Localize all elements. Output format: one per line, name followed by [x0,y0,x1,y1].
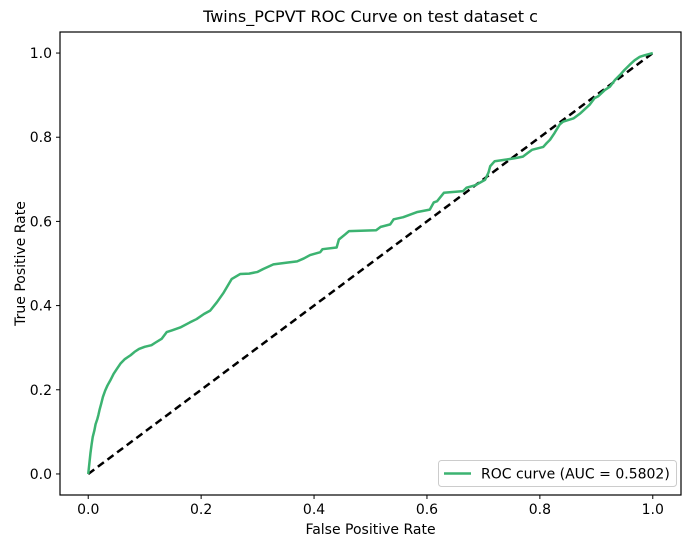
x-tick-label: 0.8 [529,502,551,518]
y-tick-label: 0.0 [30,467,52,483]
y-tick-label: 0.6 [30,214,52,230]
y-tick-label: 1.0 [30,46,52,62]
x-tick-label: 1.0 [642,502,664,518]
y-axis-label: True Positive Rate [13,201,29,327]
x-tick-label: 0.4 [303,502,325,518]
legend-box [438,460,677,487]
y-axis: 0.0 0.2 0.4 0.6 0.8 1.0 [30,46,60,483]
x-axis: 0.0 0.2 0.4 0.6 0.8 1.0 [77,495,664,518]
chart-title: Twins_PCPVT ROC Curve on test dataset c [202,7,538,27]
roc-curve-line [86,51,654,475]
legend-roc-label: ROC curve (AUC = 0.5802) [481,467,670,483]
y-tick-label: 0.8 [30,130,52,146]
x-tick-label: 0.6 [416,502,438,518]
x-axis-label: False Positive Rate [305,522,435,538]
x-tick-label: 0.0 [77,502,99,518]
y-tick-label: 0.4 [30,299,52,315]
legend: ROC curve (AUC = 0.5802) [438,460,677,487]
y-tick-label: 0.2 [30,383,52,399]
series-layer [86,51,654,475]
plot-border [59,31,682,496]
chance-diagonal-line [87,52,654,475]
x-tick-label: 0.2 [190,502,212,518]
